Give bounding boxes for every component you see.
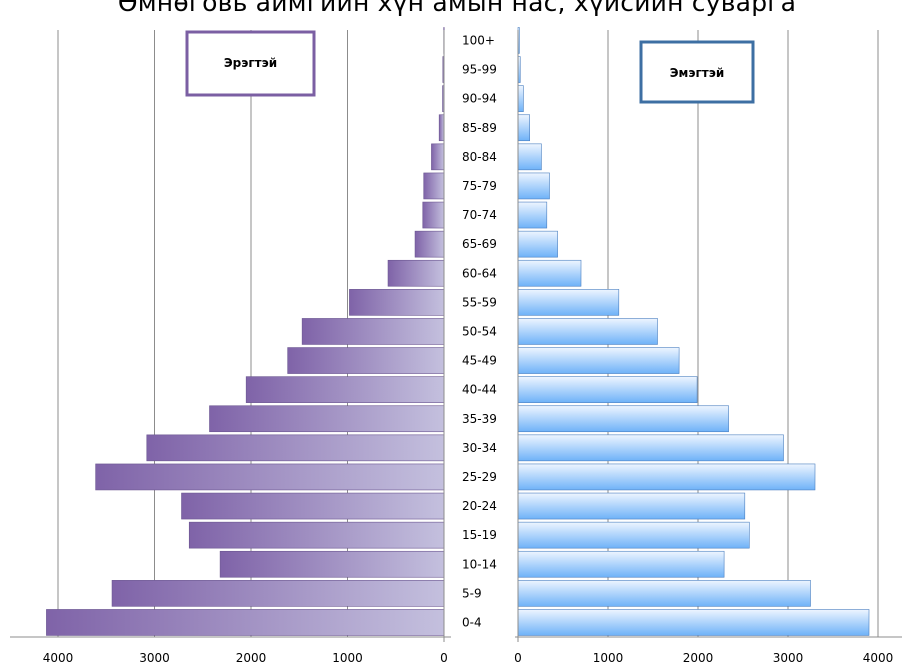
bar-female-65-69 xyxy=(517,230,558,258)
bar-female-50-54 xyxy=(517,318,658,345)
bar-female-15-19 xyxy=(517,521,750,549)
bar-female-10-14 xyxy=(517,550,725,578)
bar-male-50-54 xyxy=(301,318,445,345)
x-tick-label-right: 0 xyxy=(514,651,522,665)
bar-male-15-19 xyxy=(188,521,445,549)
legend-male-label: Эрэгтэй xyxy=(224,56,277,70)
age-group-label: 40-44 xyxy=(462,383,497,397)
bar-male-80-84 xyxy=(431,143,445,171)
age-group-label: 30-34 xyxy=(462,441,497,455)
x-tick-label-left: 0 xyxy=(440,651,448,665)
bar-male-70-74 xyxy=(422,201,445,229)
age-group-label: 0-4 xyxy=(462,615,482,629)
age-group-label: 20-24 xyxy=(462,499,497,513)
bars xyxy=(46,27,870,636)
x-tick-label-right: 3000 xyxy=(773,651,804,665)
x-tick-label-right: 1000 xyxy=(593,651,624,665)
age-group-label: 60-64 xyxy=(462,266,497,280)
x-tick-label-left: 2000 xyxy=(236,651,267,665)
age-group-label: 45-49 xyxy=(462,354,497,368)
bar-male-55-59 xyxy=(349,289,445,316)
age-group-label: 50-54 xyxy=(462,324,497,338)
bar-female-70-74 xyxy=(517,201,548,229)
bar-female-20-24 xyxy=(517,492,746,520)
bar-female-90-94 xyxy=(517,85,524,112)
age-group-label: 5-9 xyxy=(462,586,482,600)
bar-male-0-4 xyxy=(46,609,445,636)
bar-male-10-14 xyxy=(219,550,445,578)
bar-male-45-49 xyxy=(287,347,445,374)
age-group-label: 65-69 xyxy=(462,237,497,251)
axes xyxy=(10,30,902,642)
x-tick-label-left: 3000 xyxy=(139,651,170,665)
legend-female: Эмэгтэй xyxy=(639,40,755,104)
bar-female-25-29 xyxy=(517,463,816,491)
age-group-label: 35-39 xyxy=(462,412,497,426)
chart-title: Өмнөговь аймгийн хүн амын нас, хүйсийн с… xyxy=(117,0,797,17)
bar-male-25-29 xyxy=(95,463,445,491)
age-group-label: 85-89 xyxy=(462,121,497,135)
age-group-label: 80-84 xyxy=(462,150,497,164)
x-tick-label-right: 4000 xyxy=(863,651,894,665)
age-group-label: 100+ xyxy=(462,33,495,47)
bar-male-60-64 xyxy=(387,259,445,287)
x-tick-label-right: 2000 xyxy=(683,651,714,665)
bar-male-40-44 xyxy=(245,376,445,403)
age-group-label: 95-99 xyxy=(462,63,497,77)
bar-male-85-89 xyxy=(438,114,445,142)
bar-female-75-79 xyxy=(517,172,550,200)
bar-male-65-69 xyxy=(414,230,445,258)
bar-male-5-9 xyxy=(111,580,445,607)
age-group-label: 55-59 xyxy=(462,295,497,309)
bar-male-75-79 xyxy=(423,172,445,200)
bar-male-20-24 xyxy=(181,492,445,520)
bar-female-45-49 xyxy=(517,347,680,374)
bar-female-5-9 xyxy=(517,580,811,607)
bar-female-60-64 xyxy=(517,259,582,287)
labels: 0-4 5-9 10-14 15-19 20-24 25-29 30-34 35-39 40-4… xyxy=(43,33,894,665)
age-group-label: 70-74 xyxy=(462,208,497,222)
bar-male-30-34 xyxy=(146,434,445,462)
x-tick-label-left: 1000 xyxy=(332,651,363,665)
bar-female-80-84 xyxy=(517,143,542,171)
age-group-label: 10-14 xyxy=(462,557,497,571)
age-group-label: 75-79 xyxy=(462,179,497,193)
age-group-label: 90-94 xyxy=(462,92,497,106)
bar-male-35-39 xyxy=(209,405,445,433)
bar-female-55-59 xyxy=(517,289,620,316)
bar-female-40-44 xyxy=(517,376,698,403)
bar-female-0-4 xyxy=(517,609,870,636)
age-group-label: 25-29 xyxy=(462,470,497,484)
legend-male: Эрэгтэй xyxy=(185,30,316,97)
age-group-label: 15-19 xyxy=(462,528,497,542)
x-tick-label-left: 4000 xyxy=(43,651,74,665)
bar-female-85-89 xyxy=(517,114,530,142)
legend-female-label: Эмэгтэй xyxy=(670,66,724,80)
bar-female-30-34 xyxy=(517,434,784,462)
bar-female-35-39 xyxy=(517,405,729,433)
